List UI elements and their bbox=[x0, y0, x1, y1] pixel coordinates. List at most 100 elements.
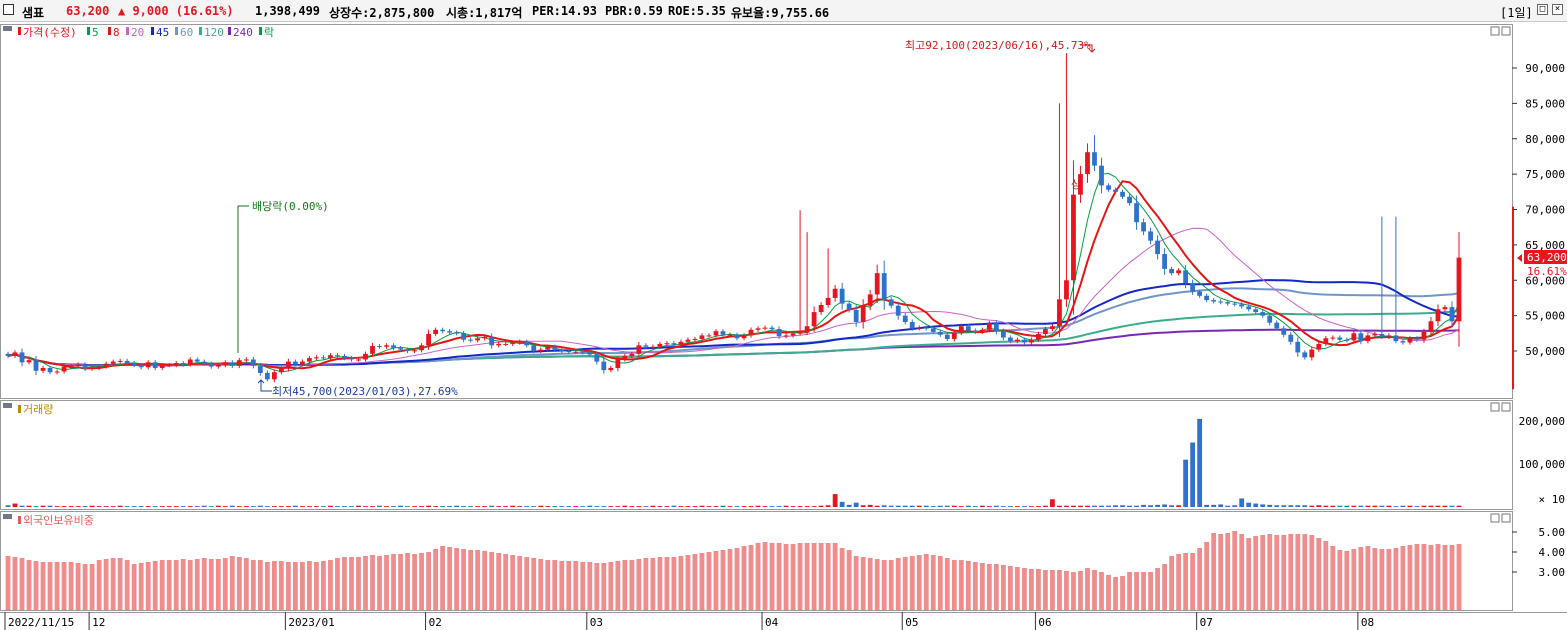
candle-body bbox=[1400, 341, 1406, 343]
foreign-bar bbox=[1330, 546, 1336, 610]
candle-body bbox=[1309, 349, 1315, 358]
candle-body bbox=[538, 349, 544, 351]
volume-bar bbox=[965, 505, 971, 507]
candle-body bbox=[1014, 339, 1020, 342]
candle-body bbox=[222, 362, 228, 366]
x-tick-label: 04 bbox=[765, 616, 779, 629]
candle-body bbox=[1169, 268, 1175, 274]
volume-bar bbox=[356, 505, 361, 507]
volume-bar bbox=[138, 506, 144, 507]
candle-body bbox=[566, 351, 572, 352]
candle-body bbox=[152, 362, 158, 368]
volume-bar bbox=[1428, 505, 1434, 507]
volume-bar bbox=[1323, 505, 1329, 507]
volume-bar bbox=[573, 506, 579, 507]
foreign-bar bbox=[180, 559, 186, 610]
foreign-bar bbox=[965, 561, 971, 610]
volume-bar bbox=[1106, 505, 1111, 507]
foreign-bar bbox=[257, 560, 263, 610]
foreign-bar bbox=[1442, 545, 1448, 610]
volume-bar bbox=[131, 506, 137, 507]
foreign-bar bbox=[790, 544, 796, 610]
candle-body bbox=[594, 354, 600, 362]
foreign-bar bbox=[412, 554, 417, 610]
candle-body bbox=[264, 372, 270, 380]
volume-bar bbox=[643, 506, 649, 507]
foreign-bar bbox=[110, 558, 116, 610]
volume-bar bbox=[1064, 505, 1069, 507]
volume-bar bbox=[1014, 506, 1020, 507]
price-tag-percent: 16.61% bbox=[1527, 265, 1567, 278]
volume-legend: 거래량 bbox=[23, 403, 53, 416]
candle-body bbox=[68, 365, 74, 367]
panel-collapse-icon[interactable] bbox=[3, 403, 12, 408]
volume-bar bbox=[531, 506, 537, 507]
close-icon[interactable]: × bbox=[1552, 4, 1563, 15]
legend-ma20: 20 bbox=[131, 26, 144, 39]
volume-bar bbox=[1351, 505, 1357, 507]
volume-bar bbox=[201, 505, 207, 507]
candle-body bbox=[755, 328, 761, 330]
volume-bar bbox=[1120, 505, 1125, 507]
foreign-bar bbox=[888, 560, 894, 610]
panel-collapse-icon[interactable] bbox=[3, 26, 12, 31]
candle-body bbox=[958, 326, 964, 333]
candle-body bbox=[173, 363, 179, 366]
foreign-bar bbox=[699, 553, 705, 610]
candle-body bbox=[797, 332, 803, 334]
volume-bar bbox=[405, 506, 410, 507]
foreign-bar bbox=[468, 550, 474, 610]
candle-body bbox=[138, 365, 144, 368]
candle-body bbox=[734, 334, 740, 339]
candle-body bbox=[335, 355, 340, 357]
foreign-bar bbox=[12, 557, 18, 610]
candle-body bbox=[61, 366, 67, 372]
maximize-icon[interactable]: □ bbox=[1537, 4, 1548, 15]
volume-bar bbox=[664, 506, 670, 507]
select-checkbox[interactable] bbox=[3, 4, 14, 15]
candle-body bbox=[510, 342, 516, 344]
candle-body bbox=[300, 361, 305, 365]
foreign-bar bbox=[671, 557, 677, 610]
candle-body bbox=[194, 359, 200, 362]
volume-bar bbox=[1190, 442, 1196, 507]
foreign-bar bbox=[1302, 534, 1308, 610]
legend-drop: 락 bbox=[264, 26, 274, 39]
volume-bar bbox=[783, 505, 789, 507]
volume-bar bbox=[1155, 504, 1160, 507]
volume-bar bbox=[909, 505, 915, 507]
foreign-bar bbox=[250, 560, 256, 610]
candle-body bbox=[1344, 339, 1350, 341]
foreign-bar bbox=[201, 558, 207, 610]
volume-bar bbox=[292, 505, 298, 507]
candle-body bbox=[215, 365, 221, 367]
candle-body bbox=[1007, 337, 1013, 342]
foreign-bar bbox=[1449, 545, 1455, 610]
foreign-bar bbox=[692, 554, 698, 610]
candle-body bbox=[1000, 331, 1006, 338]
candle-body bbox=[1085, 152, 1090, 175]
candle-body bbox=[1043, 329, 1048, 335]
foreign-bar bbox=[1162, 564, 1167, 610]
candle-body bbox=[117, 360, 123, 362]
volume-bar bbox=[706, 506, 712, 507]
volume-bar bbox=[257, 505, 263, 507]
volume-bar bbox=[307, 506, 312, 507]
foreign-bar bbox=[1386, 549, 1392, 610]
candle-body bbox=[867, 294, 873, 306]
candle-body bbox=[923, 327, 929, 329]
panel-collapse-icon[interactable] bbox=[3, 514, 12, 519]
period-selector[interactable]: [1일] bbox=[1500, 6, 1533, 20]
candle-body bbox=[1351, 333, 1357, 341]
panel-close-icon bbox=[1501, 513, 1511, 523]
volume-bar bbox=[440, 506, 445, 507]
foreign-bar bbox=[895, 558, 901, 610]
foreign-bar bbox=[741, 546, 747, 610]
candle-body bbox=[1337, 337, 1343, 340]
candle-body bbox=[33, 360, 39, 371]
candle-body bbox=[503, 343, 509, 345]
foreign-bar bbox=[923, 554, 929, 610]
foreign-bar bbox=[881, 560, 887, 610]
volume-bar bbox=[173, 506, 179, 507]
foreign-bar bbox=[622, 560, 628, 610]
